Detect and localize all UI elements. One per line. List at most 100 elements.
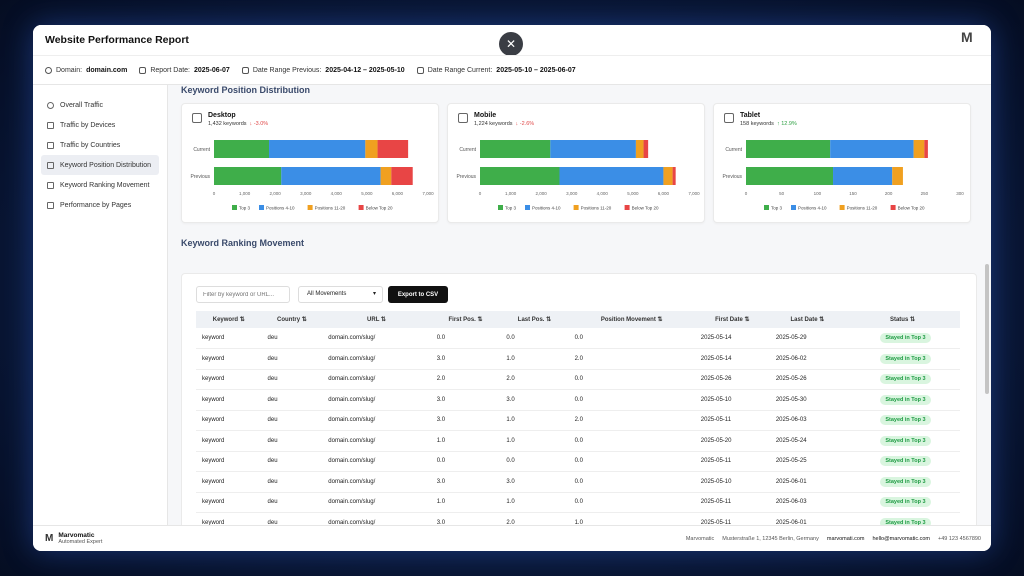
bar-segment[interactable] <box>913 140 925 158</box>
filter-input[interactable] <box>196 286 290 303</box>
bar-segment[interactable] <box>746 167 834 185</box>
column-header[interactable]: URL ⇅ <box>367 317 386 323</box>
movement-title: Keyword Ranking Movement <box>181 238 305 248</box>
tick-label: 0 <box>213 191 216 196</box>
table-row[interactable]: keyword deu domain.com/slug/2.0 2.0 0.0 2025-… <box>196 369 960 390</box>
table-cell: deu <box>261 369 323 390</box>
main-content: Keyword Position Distribution Desktop 1,… <box>169 85 991 525</box>
card-title: Desktop <box>208 112 236 119</box>
bar-segment[interactable] <box>365 140 378 158</box>
table-row[interactable]: keyword deu domain.com/slug/3.0 3.0 0.0 2025-… <box>196 389 960 411</box>
table-row[interactable]: keyword deu domain.com/slug/3.0 2.0 1.0 2025-… <box>196 512 960 525</box>
column-header[interactable]: Last Date ⇅ <box>790 317 825 323</box>
table-cell: 2025-05-24 <box>769 430 845 452</box>
legend-label: Top 3 <box>771 206 783 211</box>
table-cell: Stayed in Top 3 <box>844 492 960 513</box>
bar-segment[interactable] <box>663 167 673 185</box>
column-header[interactable]: Status ⇅ <box>889 317 915 323</box>
tick-label: 2,000 <box>270 191 282 196</box>
bar-segment[interactable] <box>391 167 413 185</box>
devices-icon <box>47 121 54 129</box>
bar-segment[interactable] <box>377 140 409 158</box>
table-row[interactable]: keyword deu domain.com/slug/1.0 1.0 0.0 2025-… <box>196 492 960 513</box>
bar-segment[interactable] <box>269 140 366 158</box>
bar-segment[interactable] <box>214 167 282 185</box>
table-cell: domain.com/slug/ <box>322 410 431 431</box>
table-cell: 2025-05-11 <box>694 410 770 431</box>
desktop-chart: Current Previous 0 1,000 2,000 3,000 4,000 5,00… <box>191 140 434 211</box>
tick-label: 7,000 <box>422 191 434 196</box>
sidebar-item-keyword-movement[interactable]: Keyword Ranking Movement <box>41 175 159 195</box>
table-cell: domain.com/slug/ <box>322 471 431 493</box>
sidebar-item-traffic-countries[interactable]: Traffic by Countries <box>41 135 159 155</box>
column-header[interactable]: Last Pos. ⇅ <box>517 317 552 323</box>
table-row[interactable]: keyword deu domain.com/slug/0.0 0.0 0.0 2025-… <box>196 328 960 349</box>
table-cell: 1.0 <box>500 430 569 452</box>
table-cell: deu <box>261 492 323 513</box>
tick-label: 50 <box>779 191 785 196</box>
scrollbar-thumb[interactable] <box>985 264 989 394</box>
table-row[interactable]: keyword deu domain.com/slug/3.0 3.0 0.0 2025-… <box>196 471 960 493</box>
card-subtitle: 1,224 keywords <box>474 121 513 127</box>
sidebar-item-traffic-devices[interactable]: Traffic by Devices <box>41 115 159 135</box>
table-cell: keyword <box>196 348 262 370</box>
select-value: All Movements <box>307 291 347 297</box>
table-cell: 0.0 <box>568 471 695 493</box>
bar-segment[interactable] <box>480 140 551 158</box>
table-cell: 1.0 <box>430 430 501 452</box>
scrollbar[interactable] <box>985 89 989 521</box>
table-row[interactable]: keyword deu domain.com/slug/1.0 1.0 0.0 2025-… <box>196 430 960 452</box>
sidebar-item-overall-traffic[interactable]: Overall Traffic <box>41 95 159 115</box>
card-subtitle: 1,432 keywords <box>208 121 247 127</box>
bar-segment[interactable] <box>480 167 560 185</box>
desktop-card: Desktop 1,432 keywords ↓ -3.0% Current Pre… <box>181 103 439 223</box>
bar-segment[interactable] <box>830 140 914 158</box>
export-csv-button[interactable]: Export to CSV <box>388 286 448 303</box>
bar-segment[interactable] <box>892 167 903 185</box>
column-header[interactable]: First Date ⇅ <box>715 317 750 323</box>
bar-segment[interactable] <box>643 140 649 158</box>
sidebar-item-performance-pages[interactable]: Performance by Pages <box>41 195 159 215</box>
movement-select[interactable]: All Movements ▾ <box>298 286 383 303</box>
sidebar-item-keyword-distribution[interactable]: Keyword Position Distribution <box>41 155 159 175</box>
tick-label: 300 <box>956 191 964 196</box>
table-cell: 3.0 <box>500 389 569 411</box>
column-header[interactable]: Position Movement ⇅ <box>600 317 663 323</box>
footer-phone: +49 123 4567890 <box>938 535 981 542</box>
bar-segment[interactable] <box>635 140 644 158</box>
table-header: Keyword ⇅ Country ⇅ URL ⇅ First Pos. ⇅ Last … <box>196 311 960 328</box>
status-badge: Stayed in Top 3 <box>880 476 931 487</box>
bar-segment[interactable] <box>746 140 831 158</box>
change-badge: ↑ 12.9% <box>776 121 797 127</box>
distribution-title: Keyword Position Distribution <box>181 85 311 95</box>
domain-label: Domain: <box>56 66 83 74</box>
table-row[interactable]: keyword deu domain.com/slug/3.0 1.0 2.0 2025-… <box>196 348 960 370</box>
status-badge: Stayed in Top 3 <box>880 517 931 525</box>
bar-segment[interactable] <box>214 140 270 158</box>
bar-segment[interactable] <box>559 167 664 185</box>
bar-segment[interactable] <box>833 167 893 185</box>
row-label: Current <box>459 147 476 153</box>
bar-segment[interactable] <box>924 140 928 158</box>
legend-swatch <box>764 205 769 210</box>
table-row[interactable]: keyword deu domain.com/slug/3.0 1.0 2.0 2025-… <box>196 410 960 431</box>
column-header[interactable]: Country ⇅ <box>277 317 307 323</box>
column-header[interactable]: First Pos. ⇅ <box>448 317 483 323</box>
footer-email[interactable]: hello@marvomatic.com <box>872 535 931 542</box>
bar-segment[interactable] <box>380 167 392 185</box>
legend-swatch <box>624 205 630 210</box>
table-cell: domain.com/slug/ <box>322 430 431 452</box>
table-cell: 1.0 <box>500 348 569 370</box>
table-cell: 2.0 <box>430 369 501 390</box>
bar-segment[interactable] <box>672 167 676 185</box>
tick-label: 3,000 <box>300 191 312 196</box>
close-button[interactable]: ✕ <box>499 32 523 56</box>
tick-label: 1,000 <box>505 191 517 196</box>
table-cell: Stayed in Top 3 <box>844 389 960 411</box>
bar-segment[interactable] <box>281 167 381 185</box>
status-badge: Stayed in Top 3 <box>880 353 931 364</box>
table-row[interactable]: keyword deu domain.com/slug/0.0 0.0 0.0 2025-… <box>196 451 960 472</box>
column-header[interactable]: Keyword ⇅ <box>212 317 245 323</box>
bar-segment[interactable] <box>550 140 636 158</box>
footer-website[interactable]: marvomati.com <box>826 535 865 542</box>
